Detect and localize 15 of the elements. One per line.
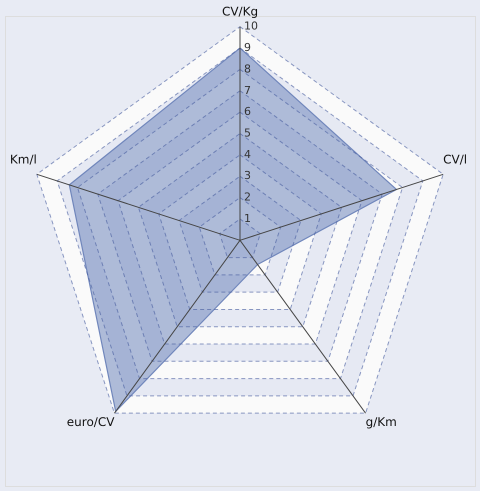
spoke-label: euro/CV — [66, 415, 116, 430]
y-tick-label: 2 — [244, 190, 251, 204]
y-tick-label: 7 — [244, 84, 251, 97]
y-tick-label: 6 — [244, 105, 251, 118]
y-tick-label: 3 — [244, 169, 251, 182]
y-tick-label: 5 — [244, 126, 251, 140]
spoke-label: CV/Kg — [222, 4, 258, 19]
spoke-label: CV/l — [443, 152, 468, 166]
y-tick-label: 4 — [244, 148, 251, 161]
spoke-label: Km/l — [10, 152, 37, 166]
spoke-label: g/Km — [366, 415, 397, 430]
y-tick-label: 8 — [244, 62, 251, 76]
y-tick-label: 1 — [244, 212, 251, 225]
y-tick-label: 9 — [244, 41, 251, 54]
y-tick-label: 10 — [244, 20, 258, 33]
